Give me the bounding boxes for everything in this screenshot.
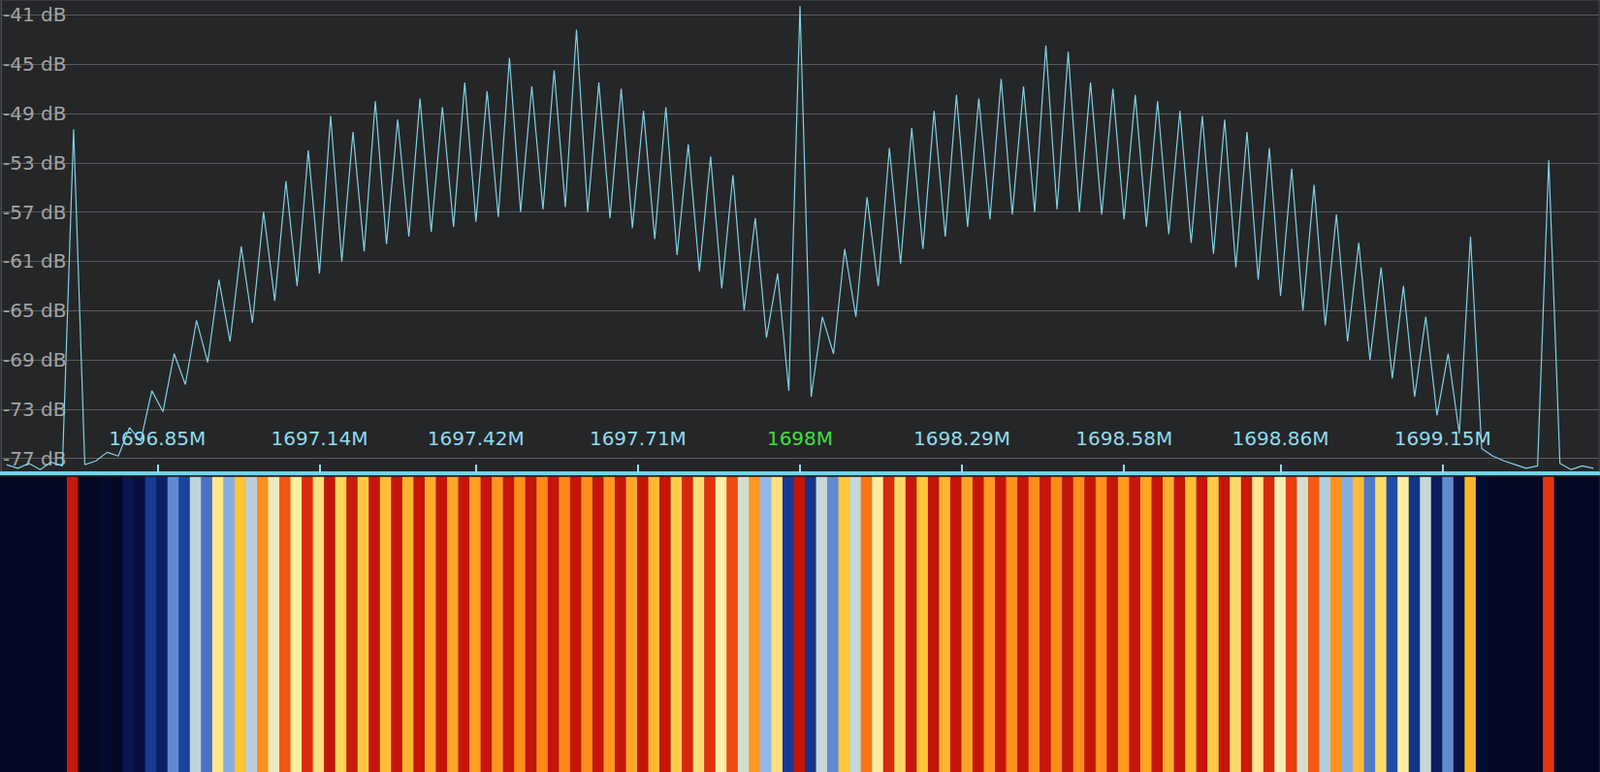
- svg-text:1698M: 1698M: [767, 426, 833, 450]
- svg-text:1697.71M: 1697.71M: [589, 426, 687, 450]
- svg-text:-69 dB: -69 dB: [2, 348, 66, 372]
- svg-text:-45 dB: -45 dB: [2, 52, 66, 76]
- svg-text:1698.58M: 1698.58M: [1075, 426, 1173, 450]
- svg-text:1696.85M: 1696.85M: [108, 426, 206, 450]
- svg-text:-61 dB: -61 dB: [2, 249, 66, 273]
- svg-text:-73 dB: -73 dB: [2, 397, 66, 421]
- svg-text:-65 dB: -65 dB: [2, 298, 66, 322]
- svg-text:1698.29M: 1698.29M: [913, 426, 1011, 450]
- svg-text:-49 dB: -49 dB: [2, 101, 66, 126]
- svg-text:1699.15M: 1699.15M: [1394, 426, 1492, 450]
- svg-text:-77 dB: -77 dB: [2, 446, 67, 471]
- svg-text:1697.42M: 1697.42M: [427, 426, 525, 450]
- svg-text:1697.14M: 1697.14M: [270, 426, 368, 450]
- svg-text:-53 dB: -53 dB: [2, 151, 66, 175]
- svg-text:1698.86M: 1698.86M: [1232, 426, 1330, 450]
- svg-text:-41 dB: -41 dB: [2, 2, 66, 27]
- svg-text:-57 dB: -57 dB: [2, 200, 66, 224]
